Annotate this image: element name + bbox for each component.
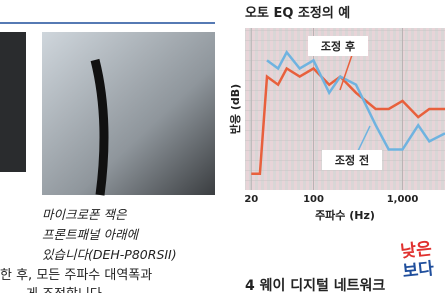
chart-title: 오토 EQ 조정의 예 [245, 5, 350, 21]
x-tick-label: 20 [244, 194, 258, 205]
body-text: 게 조정합니다 [26, 283, 102, 293]
x-tick-label: 1,000 [387, 194, 419, 205]
x-tick-label: 100 [303, 194, 324, 205]
section-heading: 4 웨이 디지털 네트워크 [245, 275, 385, 293]
y-axis-label: 반응 (dB) [228, 84, 242, 134]
body-text: 한 후, 모든 주파수 대역폭과 [0, 264, 152, 283]
caption: 프론트패널 아래에 [42, 224, 138, 243]
sticker-text: 보다 [402, 258, 445, 282]
sticker: 낮은 보다 [400, 238, 445, 290]
caption: 마이크로폰 잭은 [42, 204, 126, 223]
photo [42, 32, 215, 195]
annotation: 조정 전 [335, 153, 369, 167]
annotation: 조정 후 [321, 39, 355, 53]
photo [0, 32, 26, 172]
caption: 있습니다(DEH-P80RSII) [42, 244, 177, 263]
page: 오토 EQ 조정의 예반응 (dB) 20 100 1,000 주파수 (Hz) 조정 후… [0, 0, 445, 293]
x-axis-label: 주파수 (Hz) [315, 208, 375, 222]
